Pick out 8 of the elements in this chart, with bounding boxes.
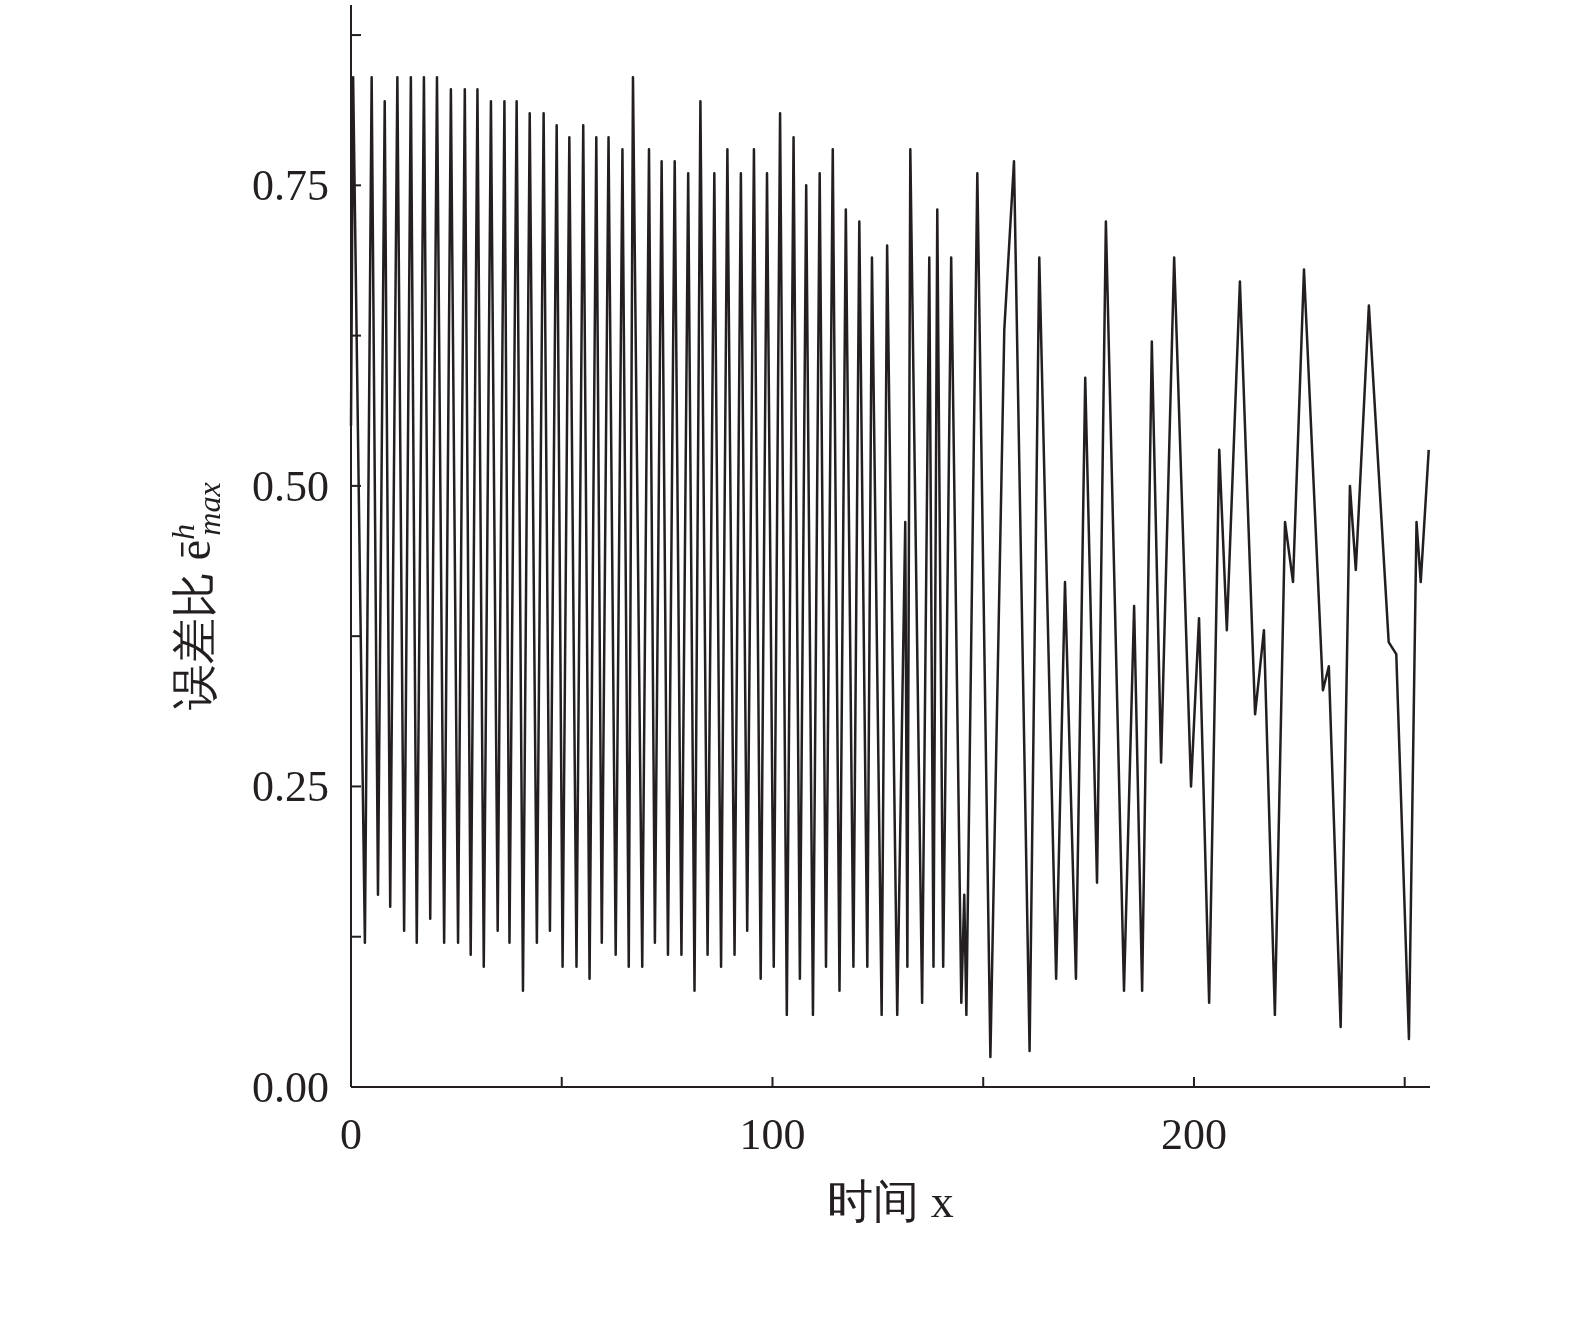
x-tick-label: 100 — [739, 1110, 806, 1159]
y-tick-label: 0.75 — [252, 161, 329, 211]
x-tick-label: 200 — [1160, 1110, 1227, 1159]
y-tick-label: 0.50 — [252, 461, 329, 511]
x-tick-label: 0 — [340, 1110, 362, 1159]
y-tick-label: 0.25 — [252, 762, 329, 812]
x-axis-title: 时间 x — [827, 1176, 954, 1227]
y-tick-label: 0.00 — [252, 1063, 329, 1112]
